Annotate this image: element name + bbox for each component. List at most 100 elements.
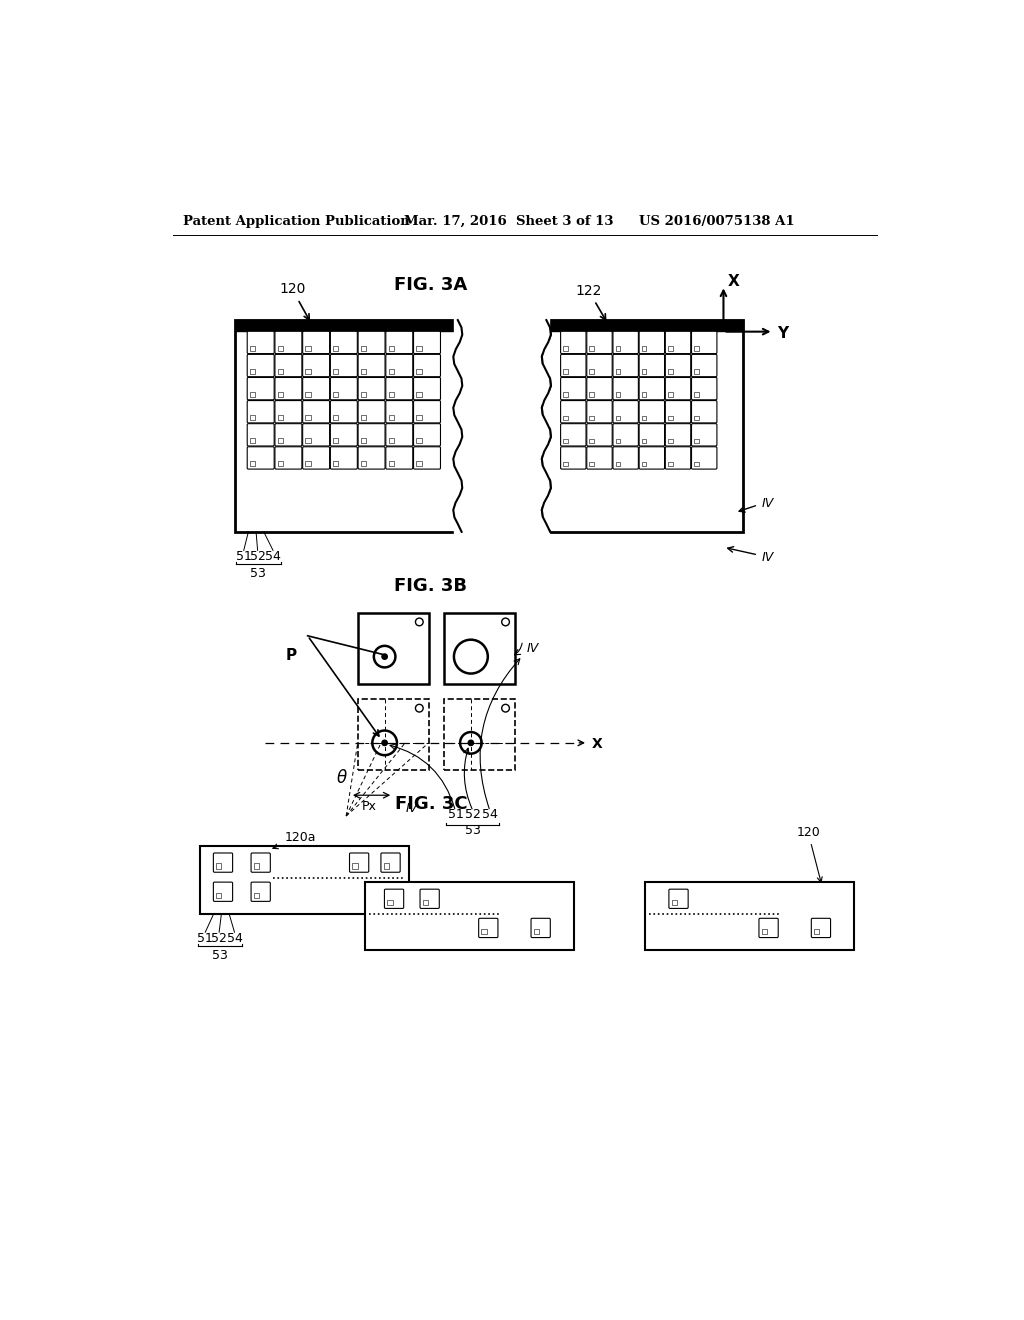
FancyBboxPatch shape [639,378,665,400]
FancyBboxPatch shape [331,378,357,400]
FancyBboxPatch shape [691,400,717,422]
Bar [360,346,367,351]
FancyBboxPatch shape [386,331,413,354]
FancyBboxPatch shape [274,400,302,422]
Text: 53: 53 [465,825,481,837]
Bar [563,370,568,374]
FancyBboxPatch shape [587,378,612,400]
Bar [250,368,255,374]
Bar [563,416,568,420]
Bar [642,370,646,374]
Bar [416,414,422,420]
FancyBboxPatch shape [691,331,717,354]
Bar [360,392,367,397]
FancyBboxPatch shape [331,331,357,354]
Bar [305,461,310,466]
Bar [694,416,698,420]
FancyBboxPatch shape [420,890,439,908]
FancyBboxPatch shape [251,853,270,873]
Bar [668,392,673,397]
FancyBboxPatch shape [213,882,232,902]
Text: 54: 54 [482,808,498,821]
FancyBboxPatch shape [303,424,330,446]
FancyBboxPatch shape [666,446,691,469]
Bar [694,370,698,374]
FancyBboxPatch shape [358,424,385,446]
Bar [615,370,621,374]
FancyBboxPatch shape [414,424,440,446]
Bar [216,892,221,898]
FancyBboxPatch shape [247,331,274,354]
Text: X: X [592,738,602,751]
Bar [416,438,422,444]
Text: 51: 51 [447,808,464,821]
Bar [615,346,621,351]
Text: 120: 120 [797,826,822,882]
Bar [278,368,283,374]
Bar [694,346,698,351]
FancyBboxPatch shape [247,400,274,422]
Bar [668,438,673,444]
Bar [672,899,677,906]
FancyBboxPatch shape [560,354,586,376]
FancyBboxPatch shape [274,378,302,400]
Bar [388,368,394,374]
Bar [360,438,367,444]
Bar [615,416,621,420]
Text: US 2016/0075138 A1: US 2016/0075138 A1 [639,215,795,228]
Bar [563,392,568,397]
FancyBboxPatch shape [587,354,612,376]
Text: 120: 120 [280,282,309,319]
Bar [352,863,357,869]
FancyBboxPatch shape [560,446,586,469]
Circle shape [382,741,387,746]
Text: IV: IV [762,550,774,564]
Bar [305,414,310,420]
Bar [563,438,568,444]
Text: 122: 122 [575,284,605,319]
FancyBboxPatch shape [358,400,385,422]
FancyBboxPatch shape [560,378,586,400]
Bar [642,438,646,444]
Bar [814,929,819,935]
Bar [360,368,367,374]
Text: 51: 51 [236,550,252,564]
Bar [668,462,673,466]
FancyBboxPatch shape [331,400,357,422]
Text: Y: Y [777,326,788,341]
FancyBboxPatch shape [303,378,330,400]
FancyBboxPatch shape [274,446,302,469]
Bar [590,416,594,420]
Bar [615,462,621,466]
Text: FIG. 3A: FIG. 3A [394,276,468,294]
FancyBboxPatch shape [274,354,302,376]
FancyBboxPatch shape [666,331,691,354]
Bar [416,346,422,351]
Bar [278,392,283,397]
FancyBboxPatch shape [414,331,440,354]
FancyBboxPatch shape [414,354,440,376]
FancyBboxPatch shape [331,446,357,469]
Text: $\theta$: $\theta$ [336,768,348,787]
Text: IV: IV [406,801,418,814]
Bar [254,892,259,898]
Bar [200,846,410,913]
FancyBboxPatch shape [691,354,717,376]
Text: FIG. 3C: FIG. 3C [394,795,467,813]
Bar [563,346,568,351]
Bar [333,414,339,420]
FancyBboxPatch shape [666,354,691,376]
Text: Px: Px [361,800,377,813]
Bar [333,461,339,466]
Text: 51: 51 [198,932,213,945]
FancyBboxPatch shape [331,354,357,376]
Bar [645,882,854,950]
FancyBboxPatch shape [587,446,612,469]
FancyBboxPatch shape [531,919,550,937]
Bar [547,321,742,532]
FancyBboxPatch shape [478,919,498,937]
FancyBboxPatch shape [384,890,403,908]
FancyBboxPatch shape [358,378,385,400]
FancyBboxPatch shape [613,354,638,376]
Bar [333,392,339,397]
